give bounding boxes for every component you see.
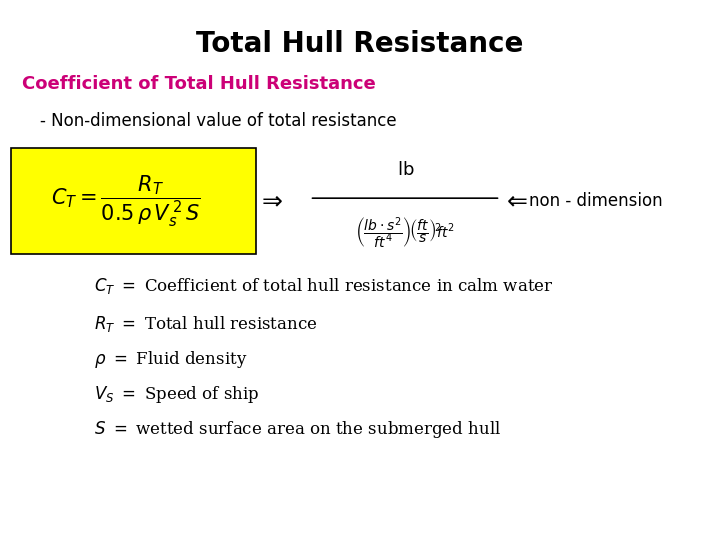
- Text: $V_S$ $=$ Speed of ship: $V_S$ $=$ Speed of ship: [94, 384, 259, 404]
- Text: $\rho$ $=$ Fluid density: $\rho$ $=$ Fluid density: [94, 349, 247, 369]
- Text: - Non-dimensional value of total resistance: - Non-dimensional value of total resista…: [40, 112, 396, 131]
- Text: non - dimension: non - dimension: [529, 192, 663, 210]
- Text: $\Leftarrow$: $\Leftarrow$: [502, 190, 528, 212]
- Text: Total Hull Resistance: Total Hull Resistance: [197, 30, 523, 58]
- Text: $C_T = \dfrac{R_T}{0.5\,\rho\,V_s^{\,2}\,S}$: $C_T = \dfrac{R_T}{0.5\,\rho\,V_s^{\,2}\…: [51, 173, 201, 229]
- Text: Coefficient of Total Hull Resistance: Coefficient of Total Hull Resistance: [22, 75, 375, 93]
- Text: $\mathrm{lb}$: $\mathrm{lb}$: [397, 161, 414, 179]
- FancyBboxPatch shape: [11, 148, 256, 254]
- Text: $R_T$ $=$ Total hull resistance: $R_T$ $=$ Total hull resistance: [94, 314, 317, 334]
- Text: $\left(\dfrac{lb \cdot s^2}{ft^4}\right)\!\left(\dfrac{ft}{s}\right)^{\!2}\!\! f: $\left(\dfrac{lb \cdot s^2}{ft^4}\right)…: [355, 216, 456, 251]
- Text: $\Rightarrow$: $\Rightarrow$: [257, 190, 283, 212]
- Text: $S$ $=$ wetted surface area on the submerged hull: $S$ $=$ wetted surface area on the subme…: [94, 419, 501, 440]
- Text: $C_T$ $=$ Coefficient of total hull resistance in calm water: $C_T$ $=$ Coefficient of total hull resi…: [94, 276, 553, 296]
